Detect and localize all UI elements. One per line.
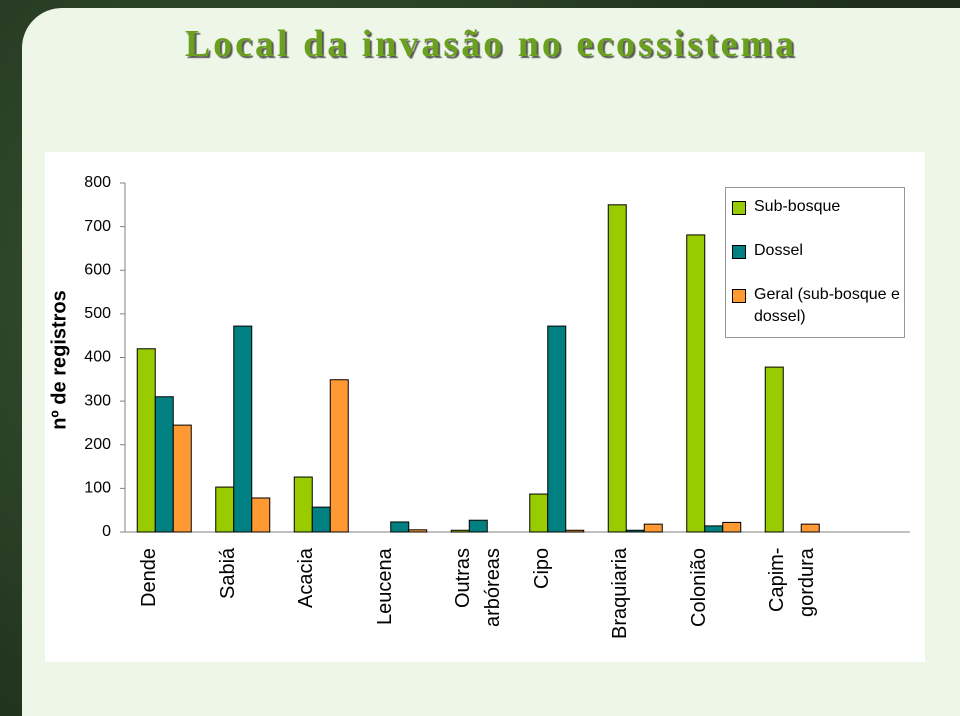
bar xyxy=(625,529,645,533)
bar xyxy=(329,379,349,533)
x-tick-label: Sabiá xyxy=(216,548,239,600)
legend-swatch xyxy=(732,201,746,215)
bar xyxy=(547,325,567,533)
bar xyxy=(172,424,192,533)
y-tick-label: 600 xyxy=(84,261,111,278)
legend-swatch xyxy=(732,289,746,303)
bar xyxy=(215,486,235,533)
bar xyxy=(293,476,313,533)
x-tick-label: Cipo xyxy=(530,548,553,590)
bar xyxy=(764,366,784,533)
bar xyxy=(468,519,488,533)
y-axis-label: nº de registros xyxy=(48,290,71,430)
x-tick-label: Acacia xyxy=(295,548,318,609)
y-tick-label: 0 xyxy=(102,523,111,540)
legend-item: Geral (sub-bosque e dossel) xyxy=(732,284,902,328)
bar xyxy=(686,234,706,533)
bar xyxy=(643,523,663,533)
y-tick-label: 700 xyxy=(84,218,111,235)
y-tick-label: 100 xyxy=(84,480,111,497)
bar xyxy=(408,529,428,533)
y-tick-label: 200 xyxy=(84,436,111,453)
bar xyxy=(311,506,331,533)
y-tick-label: 800 xyxy=(84,174,111,191)
legend-item: Dossel xyxy=(732,240,902,262)
bar xyxy=(233,325,253,533)
bar xyxy=(722,521,742,533)
legend: Sub-bosque Dossel Geral (sub-bosque e doss… xyxy=(725,187,905,338)
bar xyxy=(800,523,820,533)
bar xyxy=(251,497,271,533)
legend-label: Sub-bosque xyxy=(754,198,841,215)
legend-label: Geral (sub-bosque e dossel) xyxy=(754,286,900,325)
legend-swatch xyxy=(732,245,746,259)
bar xyxy=(529,493,549,533)
x-tick-label: Braquiaria xyxy=(609,548,632,640)
bar xyxy=(390,521,410,533)
y-tick-label: 400 xyxy=(84,349,111,366)
x-tick-label: Capim-gordura xyxy=(766,548,819,617)
slide-title: Local da invasão no ecossistema xyxy=(184,23,798,65)
bar xyxy=(607,204,627,533)
x-tick-label: Leucena xyxy=(373,548,396,625)
x-tick-label: Outras arbóreas xyxy=(452,548,505,627)
bar xyxy=(450,529,470,533)
bar xyxy=(565,529,585,533)
bar xyxy=(704,525,724,533)
y-tick-label: 300 xyxy=(84,392,111,409)
legend-item: Sub-bosque xyxy=(732,196,902,218)
bar xyxy=(136,348,156,533)
legend-label: Dossel xyxy=(754,242,803,259)
bar xyxy=(154,396,174,533)
x-tick-label: Colonião xyxy=(687,548,710,627)
x-tick-label: Dende xyxy=(138,548,161,607)
y-tick-label: 500 xyxy=(84,305,111,322)
